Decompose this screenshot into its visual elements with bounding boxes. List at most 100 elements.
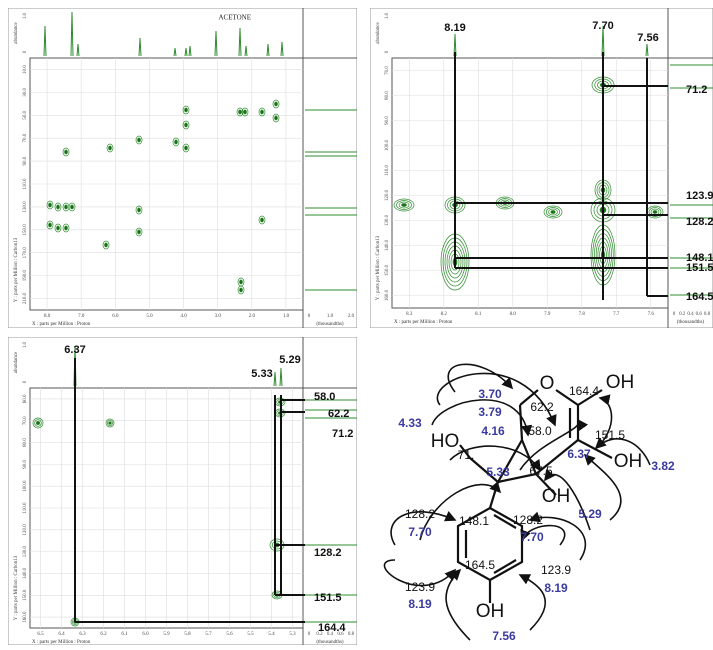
peak-label: 128.2 bbox=[314, 547, 342, 559]
contour bbox=[174, 139, 178, 145]
x-tick-label: 7.0 bbox=[78, 314, 85, 319]
proton-shift: 3.70 bbox=[478, 387, 502, 401]
abundance-tick: 0 bbox=[23, 380, 28, 383]
contour bbox=[543, 205, 563, 219]
contour bbox=[135, 205, 143, 215]
peak-label: 5.33 bbox=[251, 368, 272, 380]
x-tick-label: 6.1 bbox=[121, 632, 128, 637]
y-tick-label: 160.0 bbox=[23, 611, 28, 623]
contour bbox=[106, 143, 114, 153]
abundance-tick: 0 bbox=[23, 50, 28, 53]
contour bbox=[104, 242, 108, 248]
abundance-label: abundance bbox=[376, 22, 381, 44]
abundance-tick: 1.0 bbox=[385, 12, 390, 19]
contour bbox=[62, 223, 70, 233]
side-tick-label: 0 bbox=[308, 632, 311, 637]
contour bbox=[68, 202, 76, 212]
hmbc-panel-aliphatic: abundance 1.0 0 6.5 6.4 6.3 6.2 6.1 6.0 5.9 5.8 5.7… bbox=[8, 337, 357, 645]
x-tick-label: 7.7 bbox=[613, 312, 620, 317]
contour bbox=[105, 418, 115, 428]
y-tick-label: 30.0 bbox=[23, 87, 28, 96]
contour bbox=[135, 227, 143, 237]
peak-label: 7.70 bbox=[592, 20, 613, 32]
y-tick-label: 140.0 bbox=[23, 567, 28, 579]
contour bbox=[401, 203, 407, 207]
carbon-shift: 62.2 bbox=[530, 400, 554, 414]
projection-trace bbox=[453, 25, 649, 57]
contour bbox=[48, 222, 52, 228]
carbon-shift: 58.0 bbox=[528, 424, 552, 438]
y-tick-label: 50.0 bbox=[23, 110, 28, 119]
contour bbox=[260, 217, 264, 223]
contour bbox=[398, 201, 410, 209]
atom-label: O bbox=[540, 373, 555, 394]
x-tick-label: 5.4 bbox=[268, 632, 275, 637]
contour bbox=[260, 109, 264, 115]
side-tick-label: 2.0 bbox=[348, 314, 355, 319]
structure bbox=[383, 363, 651, 641]
contour bbox=[236, 107, 244, 117]
side-tick-label: 0.8 bbox=[348, 632, 355, 637]
abundance-label: abundance bbox=[14, 351, 19, 373]
y-tick-label: 110.0 bbox=[23, 178, 28, 190]
peak-label: 58.0 bbox=[314, 391, 335, 403]
contour bbox=[258, 215, 266, 225]
x-tick-label: 5.0 bbox=[146, 314, 153, 319]
contour bbox=[108, 145, 112, 151]
x-tick-label: 3.0 bbox=[215, 314, 222, 319]
hmbc-panel-full: abundance 1.0 0 ACETONE 8.0 7.0 6.0 5.0 4.0 3.0 2.… bbox=[8, 8, 357, 328]
contour bbox=[64, 149, 68, 155]
proton-shift: 3.82 bbox=[651, 459, 675, 473]
peak-label: 71.2 bbox=[332, 428, 353, 440]
carbon-shift: 164.4 bbox=[569, 384, 599, 398]
x-tick-label: 8.1 bbox=[475, 312, 482, 317]
carbon-shift: 128.2 bbox=[513, 513, 543, 527]
contour bbox=[652, 210, 658, 214]
y-tick-label: 90.0 bbox=[23, 459, 28, 468]
y-tick-label: 90.0 bbox=[385, 116, 390, 125]
peak-label: 5.29 bbox=[279, 354, 300, 366]
side-tick-label: 0 bbox=[308, 314, 311, 319]
carbon-shift: 164.5 bbox=[465, 558, 495, 572]
x-tick-label: 8.0 bbox=[510, 312, 517, 317]
contour bbox=[106, 419, 114, 427]
y-tick-label: 210.0 bbox=[23, 292, 28, 304]
contour bbox=[648, 207, 662, 217]
y-tick-label: 160.0 bbox=[385, 289, 390, 301]
x-tick-label: 7.6 bbox=[648, 312, 655, 317]
contour bbox=[184, 107, 188, 113]
side-tick-label: 0.8 bbox=[704, 312, 711, 317]
y-tick-label: 130.0 bbox=[23, 201, 28, 213]
contour bbox=[62, 147, 70, 157]
x-tick-label: 8.3 bbox=[406, 312, 413, 317]
y-tick-label: 150.0 bbox=[385, 264, 390, 276]
x-tick-label: 6.5 bbox=[37, 632, 44, 637]
projection-trace bbox=[43, 11, 284, 57]
carbon-shift: 67.5 bbox=[529, 464, 553, 478]
y-tick-label: 100.0 bbox=[23, 480, 28, 492]
proton-shift: 4.33 bbox=[398, 416, 422, 430]
proton-shift: 8.19 bbox=[408, 597, 432, 611]
x-tick-label: 8.0 bbox=[44, 314, 51, 319]
x-tick-label: 6.0 bbox=[142, 632, 149, 637]
side-tick-label: 0 bbox=[673, 312, 676, 317]
abundance-label: abundance bbox=[14, 22, 19, 44]
side-tick-label: 0.6 bbox=[337, 632, 344, 637]
carbon-shift: 123.9 bbox=[541, 563, 571, 577]
contour bbox=[56, 204, 60, 210]
peak-label: 148.1 bbox=[686, 252, 713, 264]
side-label: (thousandths) bbox=[677, 320, 705, 325]
atom-label: OH bbox=[606, 372, 635, 393]
y-tick-label: 110.0 bbox=[23, 502, 28, 514]
contour bbox=[46, 200, 54, 210]
contour bbox=[34, 419, 42, 427]
contour bbox=[272, 99, 280, 109]
x-tick-label: 8.2 bbox=[441, 312, 448, 317]
contour bbox=[46, 220, 54, 230]
contour bbox=[35, 420, 41, 426]
contour bbox=[108, 421, 112, 425]
abundance-tick: 1.0 bbox=[23, 341, 28, 348]
panel-frame bbox=[370, 8, 713, 328]
contour bbox=[137, 137, 141, 143]
